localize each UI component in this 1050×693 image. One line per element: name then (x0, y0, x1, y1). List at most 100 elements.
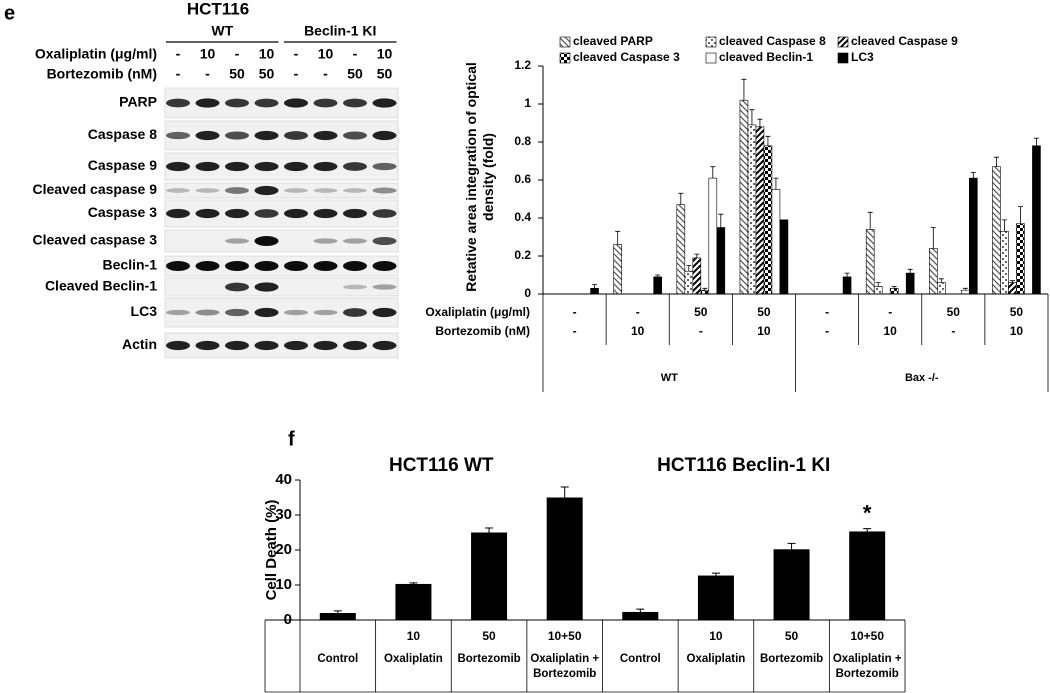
error-bar (655, 274, 661, 277)
legend-swatch (705, 36, 717, 48)
blot-band (166, 188, 190, 193)
bar (716, 227, 726, 295)
blot-band (313, 161, 338, 172)
blot-band (343, 238, 367, 244)
bar (700, 289, 710, 295)
band-label: Caspase 9 (88, 157, 157, 173)
y-axis-label: Cell Death (%) (263, 500, 280, 601)
panel-label: f (288, 428, 295, 450)
blot-band (254, 282, 279, 292)
bar (622, 611, 659, 620)
bar (590, 287, 599, 295)
blot-band (284, 261, 308, 271)
bar (676, 204, 686, 295)
x-cell: - (825, 324, 829, 338)
x-cell: 50 (694, 305, 708, 319)
x-cell: 50 (785, 629, 799, 643)
error-bar (718, 213, 724, 228)
blot-band (166, 340, 190, 351)
band-label: PARP (119, 94, 157, 110)
group-label: Bax -/- (905, 372, 939, 384)
bar (684, 270, 694, 295)
bar (1032, 145, 1041, 295)
bar (755, 126, 765, 295)
error-bar (787, 542, 796, 550)
bar (961, 289, 970, 295)
treatment-cell: - (294, 46, 299, 62)
error-bar (560, 486, 569, 498)
treatment-cell: 10 (318, 46, 334, 62)
bar (697, 575, 734, 620)
error-bar (615, 230, 621, 245)
blot-band (343, 340, 367, 351)
error-bar (867, 211, 873, 230)
y-tick-label: 40 (275, 471, 292, 488)
legend-swatch (837, 36, 849, 48)
bar (1016, 223, 1025, 295)
error-bar (333, 610, 342, 613)
blot-band (343, 208, 367, 219)
blot-band (372, 340, 397, 351)
x-cell: 50 (757, 305, 771, 319)
y-axis-label: Retative area integration of optical den… (463, 62, 496, 292)
x-cell: - (825, 305, 829, 319)
blot-band (166, 261, 190, 271)
treatment-cell: - (176, 66, 181, 82)
blot-band (225, 238, 249, 244)
blot-band (166, 309, 190, 316)
x-category: Oxaliplatin + Bortezomib (832, 653, 902, 680)
y-tick-label: 0.8 (514, 134, 531, 148)
y-tick-label: 0.2 (514, 248, 531, 262)
bar (937, 282, 946, 295)
bar (1008, 282, 1017, 295)
blot-band (195, 340, 220, 351)
treatment-cell: 10 (200, 46, 216, 62)
blot-band (166, 161, 190, 172)
blot-strip (164, 182, 399, 199)
blot-band (195, 188, 220, 193)
y-tick-label: 1 (524, 96, 531, 110)
legend-label: cleaved PARP (573, 34, 653, 48)
legend-label: cleaved Beclin-1 (719, 50, 813, 64)
blot-band (284, 309, 308, 316)
bar (773, 549, 810, 620)
blot-band (372, 284, 397, 290)
bar (1000, 231, 1009, 295)
chart-title: HCT116 WT (389, 455, 494, 476)
band-label: Cleaved Beclin-1 (45, 278, 157, 294)
blot-band (254, 185, 279, 196)
treatment-cell: 50 (347, 66, 363, 82)
error-bar (711, 572, 720, 576)
error-bar (938, 278, 944, 283)
x-cell: - (573, 305, 577, 319)
treatment-cell: - (235, 46, 240, 62)
treatment-cell: 50 (377, 66, 393, 82)
bar (969, 177, 978, 295)
bar (763, 145, 773, 295)
error-bar (694, 253, 700, 258)
bar (842, 276, 852, 295)
blot-band (225, 340, 249, 351)
y-tick-label: 0 (524, 286, 531, 300)
band-label: Cleaved caspase 9 (32, 181, 157, 197)
band-label: Caspase 3 (88, 204, 157, 220)
x-cell: 10 (709, 629, 723, 643)
treatment-cell: - (353, 46, 358, 62)
blot-band (254, 130, 279, 141)
x-cell: 10 (407, 629, 421, 643)
blot-band (372, 130, 397, 141)
error-bar (844, 272, 850, 277)
error-bar (702, 287, 708, 291)
band-label: Cleaved caspase 3 (32, 232, 157, 248)
blot-band (195, 309, 220, 316)
blot-band (225, 187, 249, 194)
blot-band (284, 340, 308, 351)
blot-band (254, 340, 279, 351)
bar (992, 166, 1001, 295)
x-cell: 10+50 (850, 629, 884, 643)
blot-strip (164, 255, 399, 277)
x-category: Bortezomib (759, 653, 824, 665)
blot-band (372, 162, 397, 171)
x-category: Bortezomib (457, 653, 521, 665)
